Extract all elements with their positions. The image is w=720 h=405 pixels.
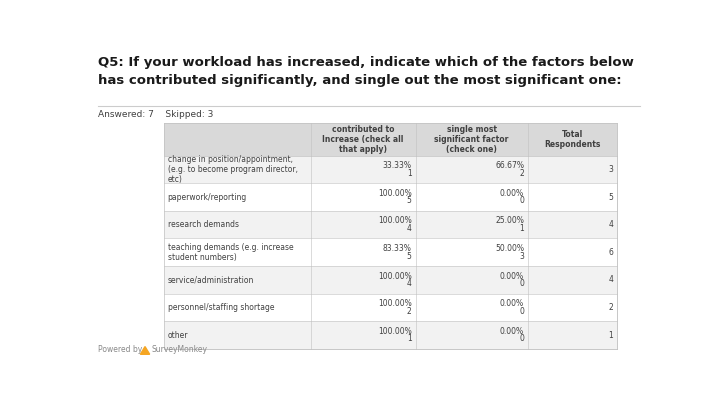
Text: 100.00%: 100.00%: [378, 327, 412, 336]
Bar: [163, 123, 617, 156]
Text: 66.67%: 66.67%: [495, 161, 524, 170]
Text: 4: 4: [407, 224, 412, 233]
Text: 100.00%: 100.00%: [378, 189, 412, 198]
Text: research demands: research demands: [168, 220, 238, 229]
Text: 33.33%: 33.33%: [382, 161, 412, 170]
Text: 4: 4: [407, 279, 412, 288]
Text: 2: 2: [608, 303, 613, 312]
Text: 0: 0: [519, 196, 524, 205]
Text: single most
significant factor
(check one): single most significant factor (check on…: [434, 125, 509, 154]
Text: 3: 3: [519, 252, 524, 261]
Text: service/administration: service/administration: [168, 275, 254, 284]
Text: 0.00%: 0.00%: [500, 271, 524, 281]
Text: paperwork/reporting: paperwork/reporting: [168, 192, 247, 202]
Polygon shape: [140, 347, 150, 354]
Bar: [163, 294, 617, 321]
Text: 0: 0: [519, 335, 524, 343]
Text: Answered: 7    Skipped: 3: Answered: 7 Skipped: 3: [98, 110, 213, 119]
Bar: [163, 266, 617, 294]
Text: 4: 4: [608, 220, 613, 229]
Text: Q5: If your workload has increased, indicate which of the factors below
has cont: Q5: If your workload has increased, indi…: [98, 56, 634, 87]
Bar: [163, 239, 617, 266]
Text: 83.33%: 83.33%: [383, 244, 412, 253]
Text: 1: 1: [407, 169, 412, 178]
Text: 100.00%: 100.00%: [378, 216, 412, 225]
Text: 1: 1: [519, 224, 524, 233]
Text: 2: 2: [519, 169, 524, 178]
Text: 4: 4: [608, 275, 613, 284]
Text: 5: 5: [608, 192, 613, 202]
Text: other: other: [168, 330, 188, 340]
Text: 0.00%: 0.00%: [500, 299, 524, 308]
Text: 0.00%: 0.00%: [500, 327, 524, 336]
Text: 1: 1: [407, 335, 412, 343]
Text: 5: 5: [407, 196, 412, 205]
Text: 5: 5: [407, 252, 412, 261]
Bar: [163, 211, 617, 239]
Text: 0.00%: 0.00%: [500, 189, 524, 198]
Text: personnel/staffing shortage: personnel/staffing shortage: [168, 303, 274, 312]
Bar: [163, 183, 617, 211]
Text: 6: 6: [608, 248, 613, 257]
Text: 0: 0: [519, 307, 524, 316]
Text: 50.00%: 50.00%: [495, 244, 524, 253]
Text: 3: 3: [608, 165, 613, 174]
Text: 100.00%: 100.00%: [378, 271, 412, 281]
Text: change in position/appointment,
(e.g. to become program director,
etc): change in position/appointment, (e.g. to…: [168, 155, 297, 184]
Text: 100.00%: 100.00%: [378, 299, 412, 308]
Text: Total
Respondents: Total Respondents: [544, 130, 600, 149]
Text: 25.00%: 25.00%: [495, 216, 524, 225]
Text: contributed to
Increase (check all
that apply): contributed to Increase (check all that …: [323, 125, 404, 154]
Text: 1: 1: [608, 330, 613, 340]
Bar: [163, 321, 617, 349]
Text: SurveyMonkey: SurveyMonkey: [152, 345, 208, 354]
Text: Powered by: Powered by: [98, 345, 142, 354]
Text: teaching demands (e.g. increase
student numbers): teaching demands (e.g. increase student …: [168, 243, 293, 262]
Text: 0: 0: [519, 279, 524, 288]
Text: 2: 2: [407, 307, 412, 316]
Bar: [163, 156, 617, 183]
